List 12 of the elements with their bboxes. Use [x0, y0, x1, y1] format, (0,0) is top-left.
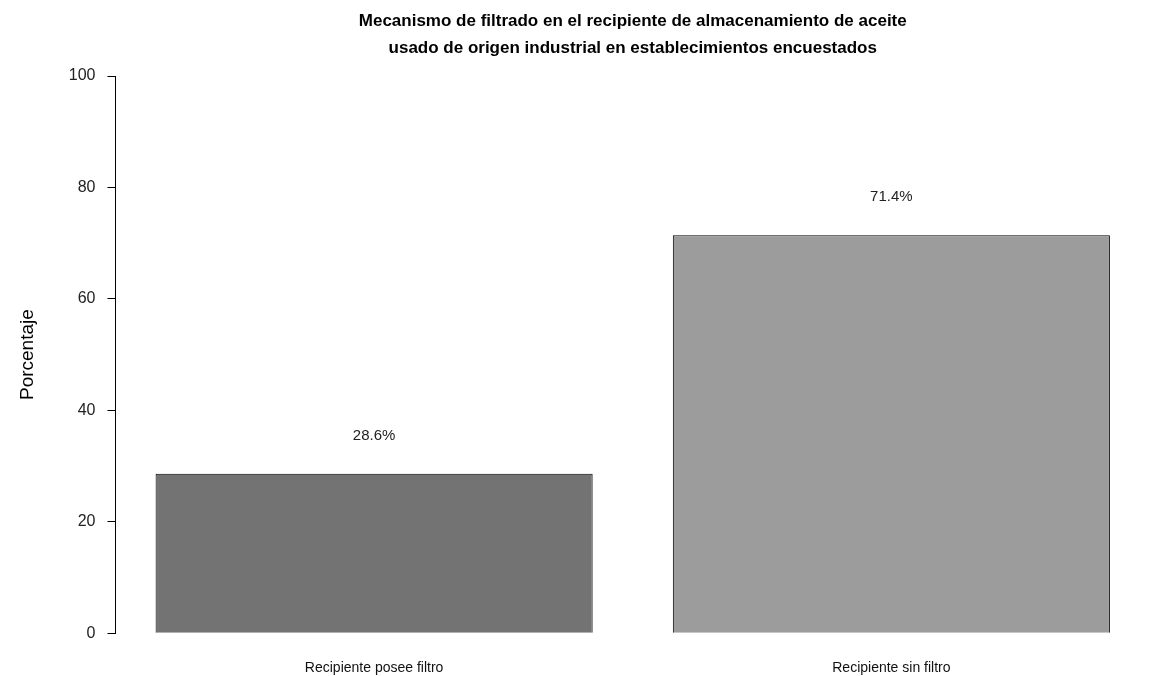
x-tick-label: Recipiente sin filtro [832, 659, 951, 676]
y-tick-label: 100 [68, 66, 96, 84]
y-tick-label: 40 [77, 400, 96, 418]
data-label: 71.4% [870, 187, 913, 205]
y-tick-label: 60 [77, 289, 96, 307]
y-tick-label: 80 [77, 177, 96, 195]
y-tick-label: 0 [86, 623, 96, 641]
y-tick-label: 20 [77, 512, 96, 530]
x-tick-label: Recipiente posee filtro [304, 659, 444, 676]
chart-title: Mecanismo de filtrado en el recipiente de almacenamiento de aceite usado de origen industrial en establecimientos encuestados [358, 10, 907, 57]
y-axis-title: Porcentaje [15, 309, 37, 401]
data-label: 28.6% [352, 425, 396, 443]
